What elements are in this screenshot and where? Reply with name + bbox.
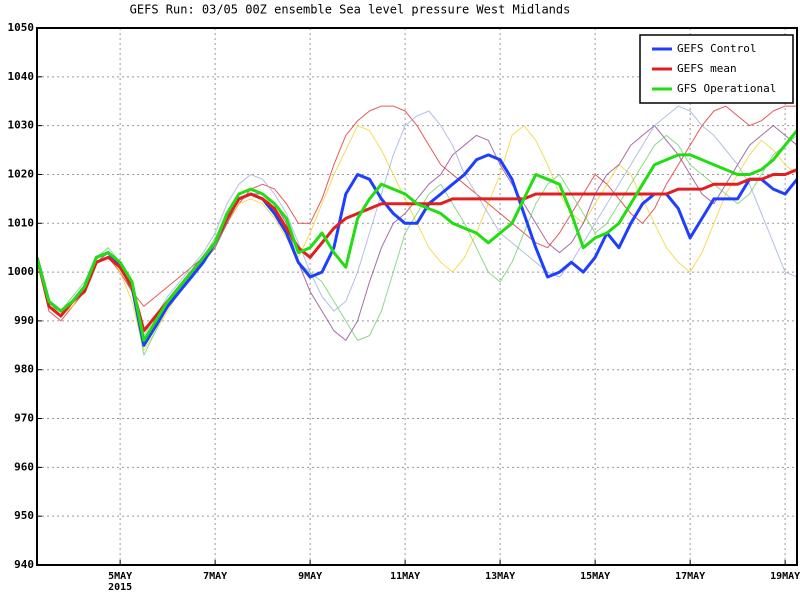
y-tick-label: 980 xyxy=(14,363,34,376)
x-tick-label: 19MAY xyxy=(770,571,800,582)
member-line xyxy=(37,105,797,322)
x-tick-label: 15MAY xyxy=(580,571,610,582)
y-tick-label: 1050 xyxy=(8,21,35,34)
plot-frame xyxy=(36,27,798,566)
y-tick-label: 960 xyxy=(14,460,34,473)
x-tick-label: 5MAY xyxy=(108,571,132,582)
x-tick-label: 13MAY xyxy=(485,571,515,582)
x-tick-label: 9MAY xyxy=(298,571,322,582)
legend-label: GEFS Control xyxy=(677,42,756,55)
y-tick-label: 940 xyxy=(14,558,34,571)
legend-label: GFS Operational xyxy=(677,82,776,95)
y-tick-label: 1000 xyxy=(8,265,35,278)
y-tick-label: 990 xyxy=(14,314,34,327)
y-tick-label: 1040 xyxy=(8,70,35,83)
y-tick-label: 1030 xyxy=(8,119,35,132)
x-tick-label: 7MAY xyxy=(203,571,227,582)
y-tick-label: 1020 xyxy=(8,167,35,180)
y-tick-label: 1010 xyxy=(8,216,35,229)
y-tick-label: 950 xyxy=(14,509,34,522)
y-tick-label: 970 xyxy=(14,412,34,425)
x-tick-label: 11MAY xyxy=(390,571,420,582)
series-line xyxy=(37,153,797,347)
chart-title: GEFS Run: 03/05 00Z ensemble Sea level p… xyxy=(130,3,571,17)
legend-label: GEFS mean xyxy=(677,62,737,75)
member-line xyxy=(37,105,797,337)
x-sub-label: 2015 xyxy=(108,582,132,593)
series-line xyxy=(37,129,797,342)
x-tick-label: 17MAY xyxy=(675,571,705,582)
